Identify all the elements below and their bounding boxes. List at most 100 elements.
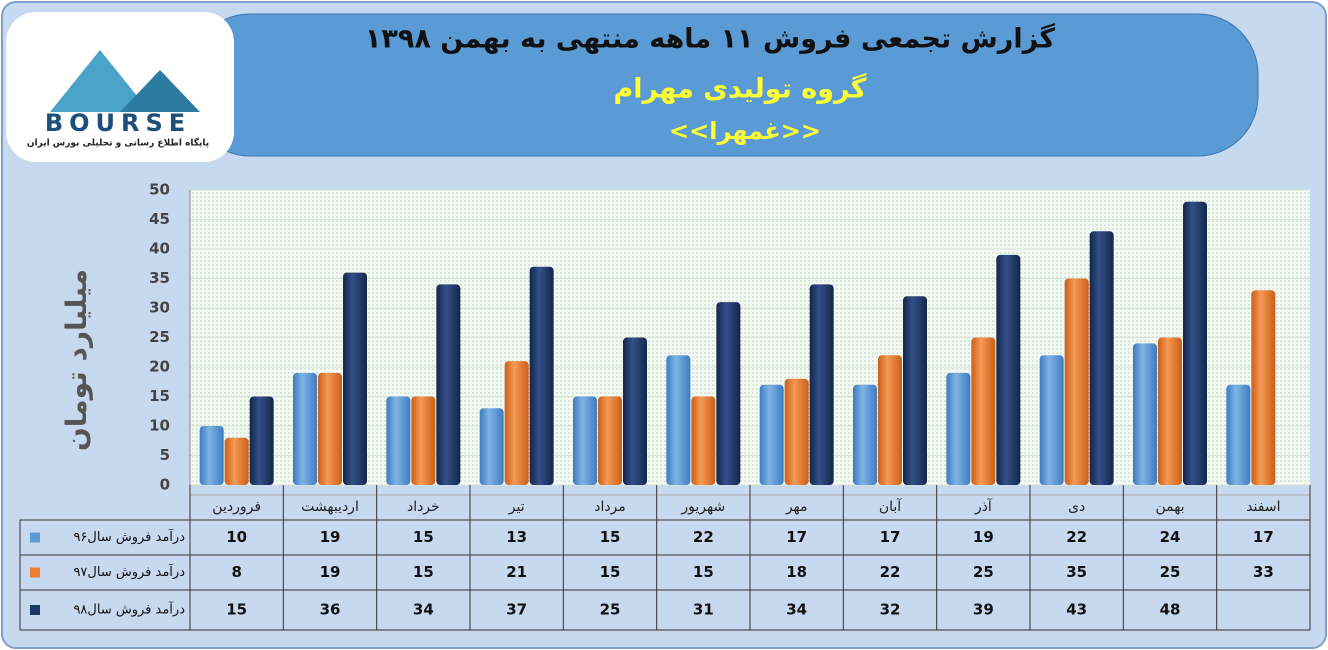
legend-swatch bbox=[30, 532, 40, 543]
y-tick-label: 20 bbox=[149, 358, 170, 376]
bar bbox=[249, 396, 274, 485]
y-axis-label: میلیارد تومان bbox=[60, 269, 93, 451]
bar bbox=[479, 408, 504, 485]
table-cell: 35 bbox=[1066, 563, 1087, 581]
x-tick-label: بهمن bbox=[1155, 499, 1184, 515]
bar bbox=[1183, 201, 1207, 486]
table-cell: 15 bbox=[600, 563, 621, 581]
chart-subtitle: گروه تولیدی مهرام bbox=[614, 73, 867, 105]
y-tick-label: 15 bbox=[149, 387, 170, 405]
bar bbox=[1226, 384, 1251, 485]
table-cell: 31 bbox=[693, 601, 714, 619]
bar bbox=[971, 337, 996, 485]
table-cell: 15 bbox=[693, 563, 714, 581]
table-cell: 18 bbox=[786, 563, 807, 581]
x-tick-label: آذر bbox=[974, 498, 993, 515]
bar bbox=[318, 372, 342, 485]
table-cell: 24 bbox=[1160, 528, 1181, 546]
bar bbox=[1039, 355, 1064, 485]
y-tick-label: 10 bbox=[149, 417, 170, 435]
logo-shape bbox=[50, 50, 150, 112]
y-tick-label: 50 bbox=[149, 181, 170, 199]
bar bbox=[436, 284, 461, 485]
y-tick-label: 25 bbox=[149, 328, 170, 346]
table-cell: 22 bbox=[693, 528, 714, 546]
table-cell: 43 bbox=[1066, 601, 1087, 619]
table-cell: 25 bbox=[1160, 563, 1181, 581]
y-tick-label: 0 bbox=[160, 476, 170, 494]
bar bbox=[504, 361, 529, 485]
y-tick-label: 30 bbox=[149, 299, 170, 317]
table-cell: 15 bbox=[226, 601, 247, 619]
table-cell: 36 bbox=[320, 601, 341, 619]
x-tick-label: دی bbox=[1068, 499, 1085, 515]
table-cell: 22 bbox=[880, 563, 901, 581]
bar bbox=[716, 302, 741, 485]
bar bbox=[666, 355, 691, 485]
y-tick-label: 35 bbox=[149, 269, 170, 287]
table-cell: 37 bbox=[506, 601, 527, 619]
bar bbox=[691, 396, 716, 485]
table-cell: 21 bbox=[506, 563, 527, 581]
table-cell: 17 bbox=[880, 528, 901, 546]
bar bbox=[343, 272, 367, 485]
table-cell: 15 bbox=[413, 528, 434, 546]
bar bbox=[946, 372, 971, 485]
x-tick-label: اسفند bbox=[1246, 499, 1280, 515]
table-cell: 8 bbox=[231, 563, 241, 581]
table-cell: 22 bbox=[1066, 528, 1087, 546]
table-cell: 25 bbox=[600, 601, 621, 619]
table-cell: 39 bbox=[973, 601, 994, 619]
table-cell: 25 bbox=[973, 563, 994, 581]
table-cell: 17 bbox=[786, 528, 807, 546]
bar bbox=[878, 355, 902, 485]
table-cell: 15 bbox=[600, 528, 621, 546]
legend-label: درآمد فروش سال۹۶ bbox=[73, 528, 185, 545]
bar bbox=[996, 254, 1021, 485]
bar bbox=[224, 437, 249, 485]
bar bbox=[903, 296, 927, 485]
legend-swatch bbox=[30, 567, 40, 578]
table-cell: 32 bbox=[880, 601, 901, 619]
y-tick-label: 45 bbox=[149, 210, 170, 228]
x-tick-label: خرداد bbox=[407, 499, 440, 515]
bar bbox=[529, 266, 554, 485]
table-cell: 33 bbox=[1253, 563, 1274, 581]
table-cell: 19 bbox=[973, 528, 994, 546]
bar bbox=[411, 396, 436, 485]
table-cell: 17 bbox=[1253, 528, 1274, 546]
bar bbox=[809, 284, 834, 485]
bar bbox=[1158, 337, 1182, 485]
bar bbox=[784, 378, 809, 485]
bar bbox=[1133, 343, 1157, 485]
bar bbox=[853, 384, 877, 485]
bar bbox=[1064, 278, 1089, 485]
table-cell: 19 bbox=[320, 563, 341, 581]
table-cell: 15 bbox=[413, 563, 434, 581]
y-tick-label: 5 bbox=[160, 446, 170, 464]
table-cell: 34 bbox=[786, 601, 807, 619]
x-tick-label: تیر bbox=[508, 499, 525, 515]
legend-label: درآمد فروش سال۹۸ bbox=[73, 601, 185, 618]
bar bbox=[386, 396, 411, 485]
x-tick-label: آبان bbox=[879, 498, 902, 515]
chart-symbol: <<غمهرا>> bbox=[669, 117, 821, 145]
logo-name: BOURSE bbox=[45, 109, 191, 137]
x-tick-label: اردیبهشت bbox=[301, 499, 359, 515]
logo-tagline: پایگاه اطلاع رسانی و تحلیلی بورس ایران bbox=[27, 137, 209, 149]
legend-label: درآمد فروش سال۹۷ bbox=[73, 563, 185, 580]
y-tick-label: 40 bbox=[149, 240, 170, 258]
x-tick-label: مهر bbox=[785, 499, 808, 515]
table-cell: 48 bbox=[1160, 601, 1181, 619]
logo-shape bbox=[120, 70, 200, 112]
bar bbox=[623, 337, 647, 485]
table-cell: 19 bbox=[320, 528, 341, 546]
chart-title: گزارش تجمعی فروش ۱۱ ماهه منتهی به بهمن ۱… bbox=[365, 23, 1055, 55]
bar bbox=[759, 384, 784, 485]
table-cell: 13 bbox=[506, 528, 527, 546]
bar bbox=[598, 396, 622, 485]
x-tick-label: فروردین bbox=[212, 499, 261, 515]
bar bbox=[293, 372, 317, 485]
bar bbox=[1251, 290, 1276, 485]
bar bbox=[573, 396, 597, 485]
